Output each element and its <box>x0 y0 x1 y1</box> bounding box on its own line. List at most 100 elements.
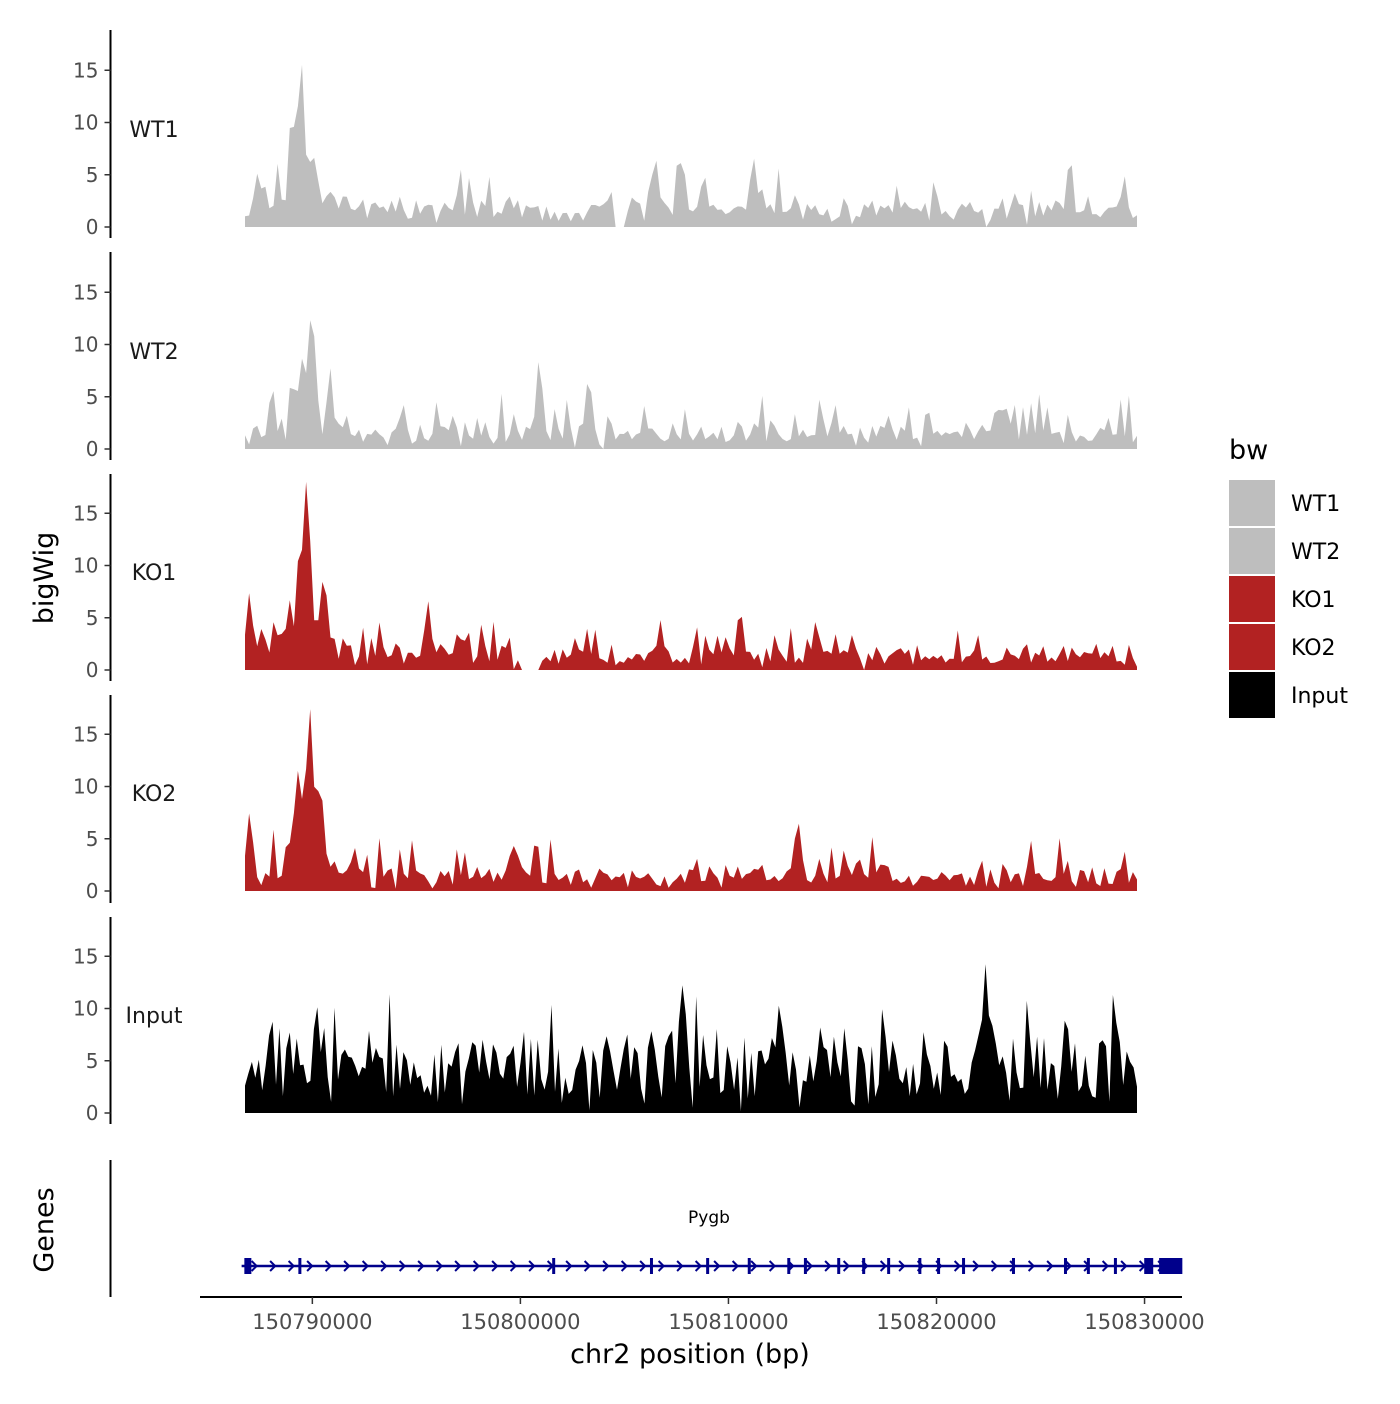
track-ko1: 0 5 10 15 KO1 <box>73 474 1137 682</box>
x-tick-label-150810000: 150810000 <box>668 1310 788 1334</box>
legend: bw WT1 WT2 KO1 KO2 Input <box>1229 435 1348 718</box>
y-tick-label-5: 5 <box>86 385 99 409</box>
exon <box>918 1258 922 1274</box>
y-tick-label-0: 0 <box>86 215 99 239</box>
y-tick-label-5: 5 <box>86 163 99 187</box>
track-label-wt2: WT2 <box>129 340 178 365</box>
y-tick-label-0: 0 <box>86 658 99 682</box>
strand-arrow <box>676 1260 684 1272</box>
exon <box>887 1258 891 1274</box>
legend-label-ko2: KO2 <box>1291 636 1336 661</box>
legend-title: bw <box>1229 435 1268 466</box>
strand-arrow <box>361 1260 370 1272</box>
legend-swatch-ko2 <box>1229 624 1275 670</box>
strand-arrow <box>435 1260 444 1272</box>
area-wt1 <box>245 64 1137 228</box>
x-tick-label-150830000: 150830000 <box>1084 1310 1204 1334</box>
y-tick-label-10: 10 <box>73 554 98 578</box>
strand-arrow <box>269 1260 277 1272</box>
exon-terminal <box>1159 1258 1182 1274</box>
exon <box>1086 1258 1090 1274</box>
track-ko2: 0 5 10 15 KO2 <box>73 695 1137 903</box>
strand-arrow <box>657 1260 666 1272</box>
strand-arrow <box>713 1260 721 1272</box>
track-wt1: 0 5 10 15 WT1 <box>73 30 1137 239</box>
legend-swatch-ko1 <box>1229 576 1275 622</box>
strand-arrow <box>1120 1260 1128 1272</box>
strand-arrow <box>528 1260 536 1272</box>
strand-arrow <box>250 1260 259 1272</box>
x-axis-title: chr2 position (bp) <box>570 1339 810 1370</box>
x-ticks: 150790000 150800000 150810000 150820000 1508… <box>252 1297 1205 1334</box>
gene-name-label: Pygb <box>688 1208 730 1228</box>
track-label-wt1: WT1 <box>129 118 178 143</box>
exon <box>552 1258 556 1274</box>
legend-label-wt2: WT2 <box>1291 540 1340 565</box>
strand-arrow <box>1046 1260 1054 1272</box>
y-tick-label-0: 0 <box>86 879 99 903</box>
area-ko2 <box>245 709 1137 891</box>
strand-arrow <box>805 1260 814 1272</box>
legend-items: WT1 WT2 KO1 KO2 Input <box>1229 480 1348 718</box>
y-tick-label-10: 10 <box>73 111 98 135</box>
y-tick-label-15: 15 <box>73 944 98 968</box>
legend-label-wt1: WT1 <box>1291 492 1340 517</box>
strand-arrow <box>694 1260 703 1272</box>
strand-arrow <box>972 1260 980 1272</box>
legend-swatch-wt1 <box>1229 480 1275 526</box>
strand-arrow <box>343 1260 351 1272</box>
area-ko1 <box>245 481 1137 670</box>
exon <box>937 1258 941 1274</box>
exon <box>244 1258 252 1274</box>
strand-arrow <box>324 1260 333 1272</box>
strand-arrow <box>639 1260 647 1272</box>
exon <box>1063 1258 1067 1274</box>
x-tick-label-150820000: 150820000 <box>876 1310 996 1334</box>
strand-arrow <box>1009 1260 1017 1272</box>
exon <box>1113 1258 1117 1274</box>
strand-arrow <box>898 1260 906 1272</box>
exon <box>706 1258 710 1274</box>
y-tick-label-0: 0 <box>86 1101 99 1125</box>
strand-arrow <box>509 1260 518 1272</box>
gene-model-pygb <box>241 1258 1183 1274</box>
strand-arrow <box>472 1260 481 1272</box>
track-label-input: Input <box>126 1004 183 1029</box>
exon <box>747 1258 751 1274</box>
strand-arrow <box>824 1260 832 1272</box>
x-tick-label-150790000: 150790000 <box>252 1310 372 1334</box>
strand-arrow <box>990 1260 999 1272</box>
strand-arrow <box>454 1260 462 1272</box>
strand-arrow <box>306 1260 314 1272</box>
strand-arrow <box>380 1260 388 1272</box>
y-tick-label-15: 15 <box>73 722 98 746</box>
y-tick-label-10: 10 <box>73 997 98 1021</box>
legend-swatch-wt2 <box>1229 528 1275 574</box>
exon <box>837 1258 841 1274</box>
x-tick-label-150800000: 150800000 <box>460 1310 580 1334</box>
strand-arrow <box>731 1260 740 1272</box>
strand-arrow <box>879 1260 888 1272</box>
strand-arrow <box>602 1260 610 1272</box>
exon <box>803 1258 807 1274</box>
x-axis: 150790000 150800000 150810000 150820000 1508… <box>200 1296 1205 1370</box>
signal-tracks: 0 5 10 15 WT1 0 5 10 15 WT2 0 5 10 15 KO1 0 5 10 15 KO2 0 5 10… <box>73 30 1137 1125</box>
area-input <box>245 964 1137 1113</box>
y-tick-label-5: 5 <box>86 606 99 630</box>
strand-arrow <box>1027 1260 1036 1272</box>
y-tick-label-0: 0 <box>86 437 99 461</box>
exon <box>1144 1258 1154 1274</box>
strand-arrow <box>398 1260 407 1272</box>
strand-arrow <box>750 1260 758 1272</box>
y-tick-label-15: 15 <box>73 280 98 304</box>
legend-label-input: Input <box>1291 684 1348 709</box>
y-tick-label-10: 10 <box>73 775 98 799</box>
strand-arrow <box>620 1260 629 1272</box>
strand-arrow <box>842 1260 851 1272</box>
exon <box>1011 1258 1015 1274</box>
strand-arrow <box>565 1260 573 1272</box>
y-tick-label-15: 15 <box>73 58 98 82</box>
track-label-ko1: KO1 <box>132 561 177 586</box>
legend-swatch-input <box>1229 672 1275 718</box>
